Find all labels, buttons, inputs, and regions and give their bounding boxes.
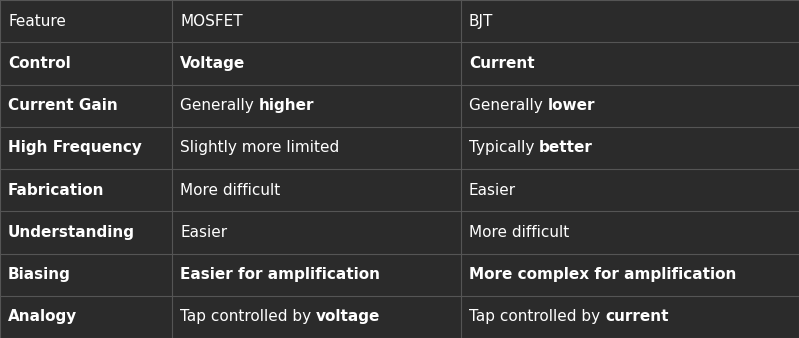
Text: MOSFET: MOSFET: [180, 14, 243, 29]
Text: Generally: Generally: [469, 98, 547, 113]
Text: better: better: [539, 140, 593, 155]
Text: Control: Control: [8, 56, 71, 71]
Text: High Frequency: High Frequency: [8, 140, 142, 155]
Text: Biasing: Biasing: [8, 267, 71, 282]
Text: More difficult: More difficult: [469, 225, 569, 240]
Text: Easier: Easier: [180, 225, 227, 240]
Text: Current: Current: [469, 56, 535, 71]
Text: Typically: Typically: [469, 140, 539, 155]
Text: Generally: Generally: [180, 98, 259, 113]
Text: Fabrication: Fabrication: [8, 183, 105, 198]
Text: lower: lower: [547, 98, 595, 113]
Text: voltage: voltage: [316, 309, 380, 324]
Text: BJT: BJT: [469, 14, 493, 29]
Text: higher: higher: [259, 98, 314, 113]
Text: Understanding: Understanding: [8, 225, 135, 240]
Text: Analogy: Analogy: [8, 309, 78, 324]
Text: Feature: Feature: [8, 14, 66, 29]
Text: Voltage: Voltage: [180, 56, 245, 71]
Text: More complex for amplification: More complex for amplification: [469, 267, 737, 282]
Text: Tap controlled by: Tap controlled by: [180, 309, 316, 324]
Text: Current Gain: Current Gain: [8, 98, 117, 113]
Text: Slightly more limited: Slightly more limited: [180, 140, 340, 155]
Text: current: current: [605, 309, 669, 324]
Text: Easier for amplification: Easier for amplification: [180, 267, 380, 282]
Text: Easier: Easier: [469, 183, 516, 198]
Text: Tap controlled by: Tap controlled by: [469, 309, 605, 324]
Text: More difficult: More difficult: [180, 183, 280, 198]
